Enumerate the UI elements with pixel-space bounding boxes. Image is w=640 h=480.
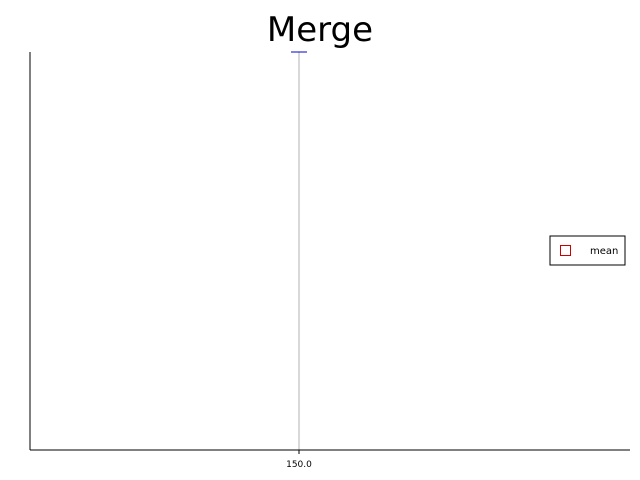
- x-tick-label: 150.0: [286, 460, 312, 470]
- legend-label-mean: mean: [590, 246, 618, 257]
- tick-layer: 150.0: [286, 450, 312, 470]
- legend-marker-mean: [560, 245, 571, 256]
- legend-box: [549, 235, 626, 266]
- legend: mean: [549, 235, 626, 266]
- chart-title: Merge: [267, 10, 373, 50]
